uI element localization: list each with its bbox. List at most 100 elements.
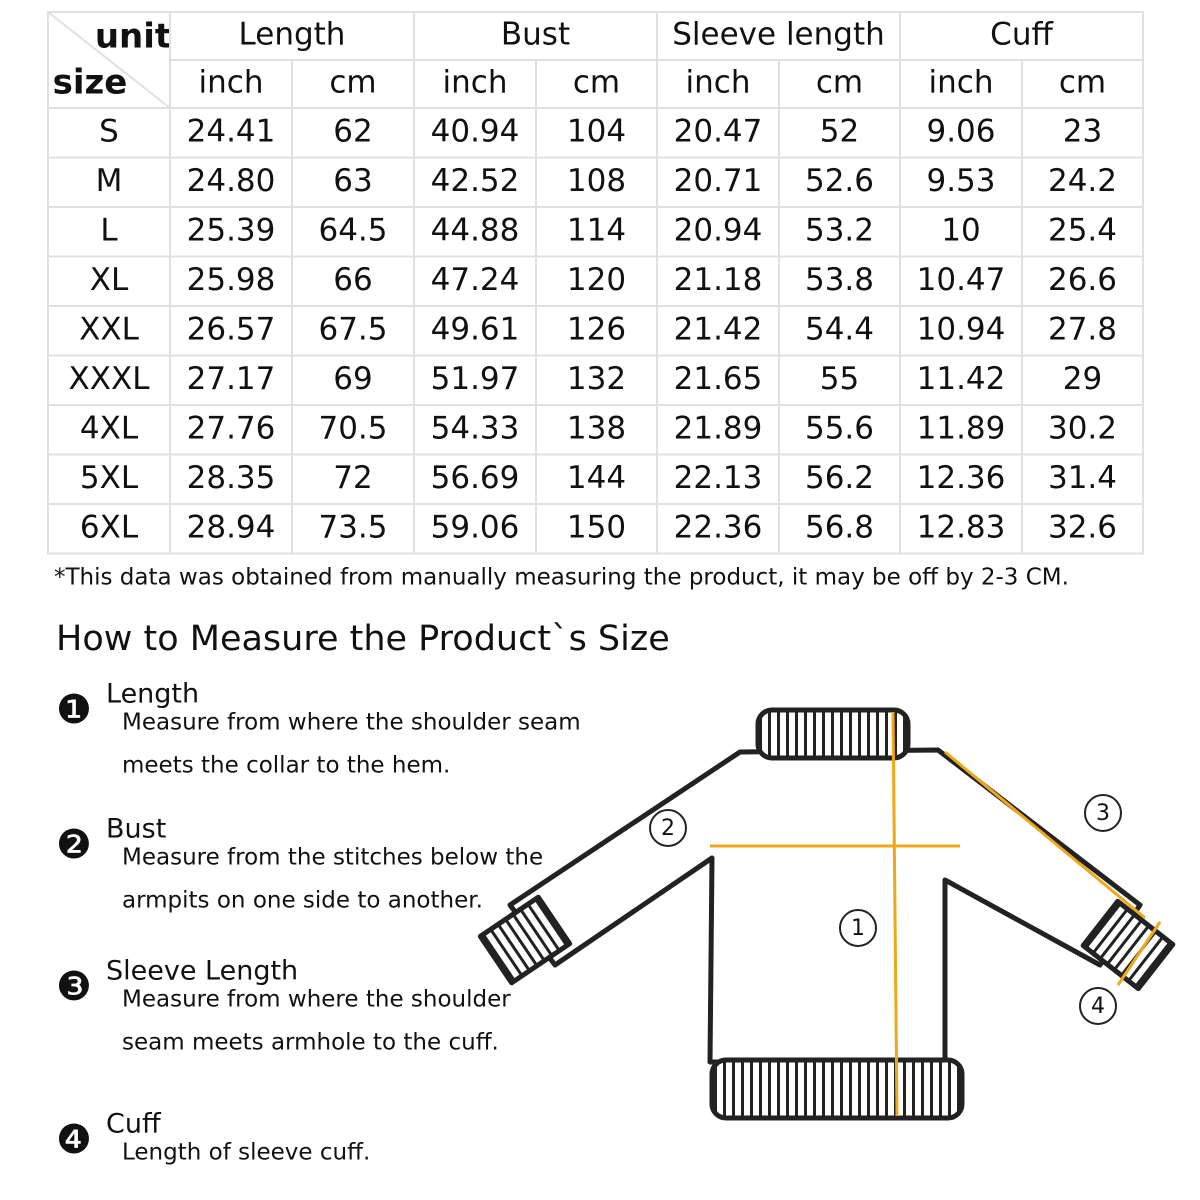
- cell-value: 26.6: [1048, 262, 1117, 298]
- cell-value: 23: [1063, 113, 1102, 149]
- cell-value: 150: [567, 509, 626, 545]
- cell-value: 20.71: [674, 163, 763, 199]
- cell-value: 30.2: [1048, 410, 1117, 446]
- note: *This data was obtained from manually me…: [54, 565, 1069, 591]
- cell-value: 27.76: [187, 410, 276, 446]
- sweater-outline: [507, 747, 1143, 1065]
- cell-value: 10: [941, 212, 980, 248]
- step-marker: ❹: [56, 1117, 92, 1163]
- corner-diagonal: [47, 11, 171, 109]
- cell-value: 21.89: [674, 410, 763, 446]
- cell-value: 20.47: [674, 113, 763, 149]
- cell-value: 144: [567, 460, 626, 496]
- sweater-diagram: 1 2 3 4: [477, 707, 1176, 1121]
- cell-value: 69: [333, 361, 372, 397]
- cell-value: 66: [333, 262, 372, 298]
- cell-value: 26.57: [187, 311, 276, 347]
- cell-value: 28.35: [187, 460, 276, 496]
- cell-value: 62: [333, 113, 372, 149]
- diagram-label: 1: [851, 916, 865, 941]
- cell-value: 20.94: [674, 212, 763, 248]
- cell-value: 10.47: [917, 262, 1006, 298]
- cell-value: 9.53: [926, 163, 995, 199]
- unit-header: cm: [329, 65, 376, 101]
- length-line: [891, 711, 899, 1117]
- right-cuff: [1080, 898, 1176, 992]
- step-marker: ❸: [56, 964, 92, 1010]
- corner-unit: unit: [95, 17, 171, 57]
- cell-value: 40.94: [431, 113, 520, 149]
- cell-value: 56.69: [431, 460, 520, 496]
- diagram-label: 3: [1096, 801, 1110, 826]
- cell-value: 54.33: [431, 410, 520, 446]
- label-circle: [1079, 987, 1117, 1025]
- cell-value: 49.61: [431, 311, 520, 347]
- cell-value: 104: [567, 113, 626, 149]
- cell-value: 12.83: [917, 509, 1006, 545]
- guide-title: How to Measure the Product`s Size: [56, 619, 670, 659]
- size-table: unit size Length Bust Sleeve length Cuff inc…: [47, 11, 1144, 555]
- diagram-label: 4: [1091, 994, 1105, 1019]
- cell-value: 138: [567, 410, 626, 446]
- step-text: Length of sleeve cuff.: [122, 1140, 370, 1166]
- label-circle: [839, 909, 877, 947]
- size-label: S: [99, 113, 119, 149]
- cell-value: 55.6: [805, 410, 874, 446]
- cell-value: 51.97: [431, 361, 520, 397]
- cell-value: 53.8: [805, 262, 874, 298]
- size-label: 5XL: [80, 460, 139, 496]
- cell-value: 32.6: [1048, 509, 1117, 545]
- cell-value: 64.5: [318, 212, 387, 248]
- cell-value: 132: [567, 361, 626, 397]
- unit-header: inch: [443, 65, 508, 101]
- cell-value: 25.39: [187, 212, 276, 248]
- cell-value: 31.4: [1048, 460, 1117, 496]
- cell-value: 22.36: [674, 509, 763, 545]
- step-text: Measure from the stitches below the: [122, 845, 543, 871]
- size-label: XL: [90, 262, 129, 298]
- step-title: Length: [106, 679, 199, 710]
- cell-value: 25.98: [187, 262, 276, 298]
- step-title: Sleeve Length: [106, 956, 298, 987]
- cell-value: 73.5: [318, 509, 387, 545]
- cell-value: 24.80: [187, 163, 276, 199]
- cell-value: 42.52: [431, 163, 520, 199]
- group-header: Sleeve length: [672, 17, 885, 53]
- sleeve-line: [944, 750, 1146, 920]
- table-border: [47, 11, 1144, 555]
- step-text: armpits on one side to another.: [122, 888, 483, 914]
- unit-header: inch: [929, 65, 994, 101]
- size-label: XXXL: [69, 361, 151, 397]
- cell-value: 56.8: [805, 509, 874, 545]
- cell-value: 52.6: [805, 163, 874, 199]
- step-marker: ❶: [56, 687, 92, 733]
- step-marker: ❷: [56, 822, 92, 868]
- cell-value: 56.2: [805, 460, 874, 496]
- cell-value: 126: [567, 311, 626, 347]
- cell-value: 24.2: [1048, 163, 1117, 199]
- unit-header: cm: [573, 65, 620, 101]
- cell-value: 28.94: [187, 509, 276, 545]
- cell-value: 21.18: [674, 262, 763, 298]
- step-text: Measure from where the shoulder seam: [122, 710, 581, 736]
- cell-value: 72: [333, 460, 372, 496]
- cell-value: 24.41: [187, 113, 276, 149]
- cell-value: 120: [567, 262, 626, 298]
- group-header: Bust: [501, 17, 570, 53]
- cell-value: 21.42: [674, 311, 763, 347]
- cell-value: 27.17: [187, 361, 276, 397]
- cell-value: 25.4: [1048, 212, 1117, 248]
- cell-value: 47.24: [431, 262, 520, 298]
- unit-header: inch: [199, 65, 264, 101]
- unit-header: inch: [686, 65, 751, 101]
- size-label: 6XL: [80, 509, 139, 545]
- cell-value: 27.8: [1048, 311, 1117, 347]
- step-title: Bust: [106, 814, 166, 845]
- step-text: Measure from where the shoulder: [122, 987, 511, 1013]
- label-circle: [649, 809, 687, 847]
- cell-value: 55: [820, 361, 859, 397]
- cell-value: 70.5: [318, 410, 387, 446]
- collar: [755, 707, 911, 761]
- cell-value: 11.89: [917, 410, 1006, 446]
